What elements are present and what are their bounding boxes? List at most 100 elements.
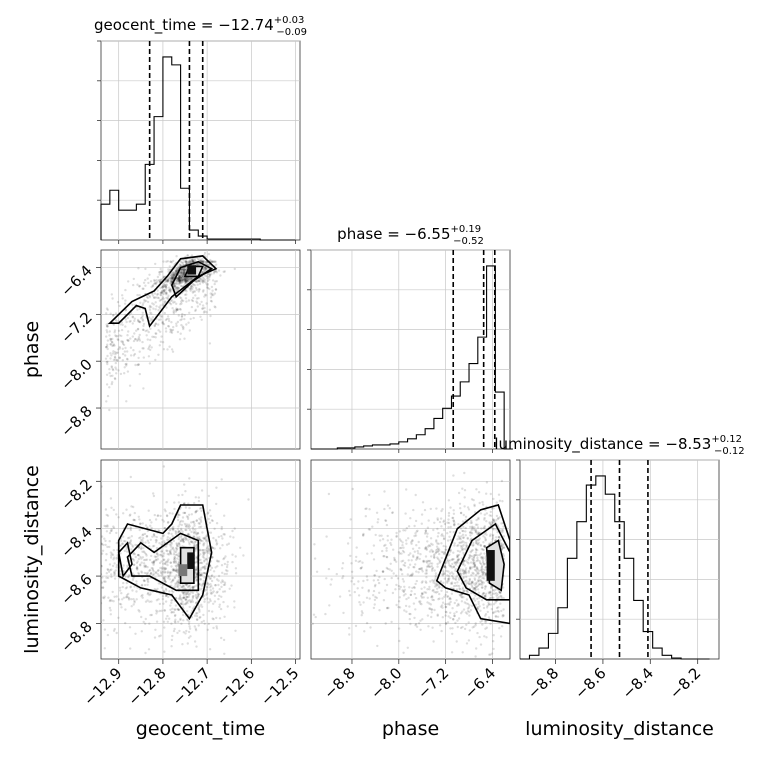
sample-point xyxy=(426,614,430,617)
sample-point xyxy=(483,594,487,597)
sample-point xyxy=(215,263,218,266)
sample-point xyxy=(148,362,152,365)
sample-point xyxy=(159,514,162,518)
sample-point xyxy=(469,565,472,569)
sample-point xyxy=(152,533,156,536)
sample-point xyxy=(121,359,125,362)
sample-point xyxy=(435,583,438,586)
sample-point xyxy=(205,534,208,537)
sample-point xyxy=(398,552,401,555)
sample-point xyxy=(382,570,385,573)
sample-point xyxy=(174,568,178,572)
sample-point xyxy=(174,604,178,607)
sample-point xyxy=(213,527,216,530)
sample-point xyxy=(104,525,108,528)
sample-point xyxy=(205,582,209,585)
sample-point xyxy=(164,293,168,296)
sample-point xyxy=(463,589,466,592)
sample-point xyxy=(481,580,484,584)
sample-point xyxy=(200,584,204,587)
sample-point xyxy=(481,623,484,626)
sample-point xyxy=(341,562,345,565)
sample-point xyxy=(210,519,214,522)
sample-point xyxy=(142,387,145,390)
sample-point xyxy=(192,594,195,598)
sample-point xyxy=(184,260,188,264)
sample-point xyxy=(190,299,194,302)
sample-point xyxy=(173,627,176,631)
sample-point xyxy=(413,616,416,620)
sample-point xyxy=(166,348,169,351)
x-tick-label: −7.2 xyxy=(414,664,452,702)
sample-point xyxy=(152,563,155,566)
sample-point xyxy=(106,325,110,328)
sample-point xyxy=(157,353,160,356)
sample-point xyxy=(189,287,192,290)
sample-point xyxy=(324,612,327,616)
sample-point xyxy=(221,544,224,547)
sample-point xyxy=(168,289,171,292)
sample-point xyxy=(157,318,161,321)
sample-point xyxy=(112,558,115,561)
sample-point xyxy=(127,592,130,596)
sample-point xyxy=(182,593,186,596)
contour-level-1 xyxy=(170,260,214,299)
sample-point xyxy=(163,290,166,294)
sample-point xyxy=(97,544,99,546)
sample-point xyxy=(225,543,229,546)
sample-point xyxy=(410,590,413,593)
sample-point xyxy=(207,275,210,279)
sample-point xyxy=(441,508,444,511)
sample-point xyxy=(361,561,364,564)
sample-point xyxy=(149,348,152,352)
sample-point xyxy=(140,571,144,574)
sample-point xyxy=(464,530,467,533)
sample-point xyxy=(200,605,204,608)
sample-point xyxy=(211,289,214,292)
sample-point xyxy=(306,585,308,587)
sample-point xyxy=(407,553,410,557)
sample-point xyxy=(169,303,173,306)
sample-point xyxy=(168,537,172,540)
sample-point xyxy=(142,546,145,550)
sample-point xyxy=(125,362,128,366)
sample-point xyxy=(437,550,440,553)
sample-point xyxy=(171,274,174,277)
sample-point xyxy=(196,305,199,308)
sample-point xyxy=(129,319,132,323)
sample-point xyxy=(209,258,212,262)
sample-point xyxy=(209,599,212,603)
sample-point xyxy=(182,273,185,276)
sample-point xyxy=(217,579,220,582)
sample-point xyxy=(186,595,189,599)
sample-point xyxy=(138,321,142,324)
sample-point xyxy=(104,559,108,562)
sample-point xyxy=(146,539,149,542)
sample-point xyxy=(427,563,430,566)
sample-point xyxy=(162,620,166,623)
sample-point xyxy=(115,335,118,338)
sample-point xyxy=(196,279,199,282)
sample-point xyxy=(400,569,403,572)
sample-point xyxy=(136,568,139,571)
sample-point xyxy=(166,620,169,623)
sample-point xyxy=(106,394,110,398)
panel-title-geocent_time: geocent_time = −12.74+0.03 −0.09 xyxy=(94,15,307,38)
sample-point xyxy=(453,542,456,545)
sample-point xyxy=(403,564,407,567)
sample-point xyxy=(157,574,161,577)
sample-point xyxy=(183,278,187,281)
sample-point xyxy=(184,279,187,283)
sample-point xyxy=(147,316,151,319)
sample-point xyxy=(492,596,495,599)
sample-point xyxy=(208,598,212,601)
sample-point xyxy=(181,278,184,282)
sample-point xyxy=(420,513,424,516)
sample-point xyxy=(428,544,432,548)
sample-point xyxy=(433,553,436,556)
sample-point xyxy=(376,521,379,524)
sample-point xyxy=(438,561,441,564)
sample-point xyxy=(93,557,95,559)
sample-point xyxy=(234,572,238,575)
